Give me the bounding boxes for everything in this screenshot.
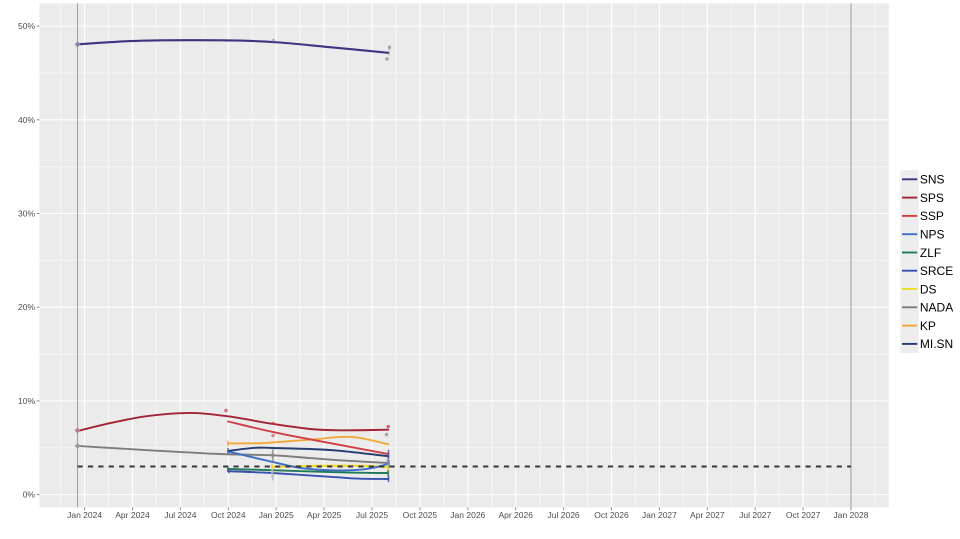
svg-text:Apr 2025: Apr 2025 [307,510,342,520]
svg-text:Jan 2025: Jan 2025 [259,510,294,520]
svg-text:Jan 2026: Jan 2026 [450,510,485,520]
svg-text:0%: 0% [23,490,36,500]
svg-text:SSP: SSP [920,209,944,223]
svg-text:NADA: NADA [920,301,953,315]
svg-text:Jan 2027: Jan 2027 [642,510,677,520]
svg-text:Oct 2027: Oct 2027 [786,510,821,520]
svg-text:Jan 2024: Jan 2024 [67,510,102,520]
svg-text:KP: KP [920,319,936,333]
svg-text:Jul 2027: Jul 2027 [739,510,771,520]
svg-text:Jul 2026: Jul 2026 [548,510,580,520]
svg-text:50%: 50% [18,21,35,31]
svg-text:ZLF: ZLF [920,246,941,260]
svg-text:40%: 40% [18,115,35,125]
svg-text:30%: 30% [18,209,35,219]
svg-text:Apr 2027: Apr 2027 [690,510,725,520]
svg-text:Oct 2025: Oct 2025 [403,510,438,520]
svg-text:MI.SN: MI.SN [920,337,953,351]
svg-text:SRCE: SRCE [920,264,953,278]
svg-text:Jan 2028: Jan 2028 [834,510,869,520]
svg-text:NPS: NPS [920,228,945,242]
svg-text:20%: 20% [18,302,35,312]
svg-text:DS: DS [920,282,937,296]
svg-text:Oct 2026: Oct 2026 [594,510,629,520]
svg-text:Apr 2026: Apr 2026 [498,510,533,520]
svg-text:Apr 2024: Apr 2024 [115,510,150,520]
svg-text:SNS: SNS [920,173,945,187]
svg-text:Oct 2024: Oct 2024 [211,510,246,520]
svg-text:10%: 10% [18,396,35,406]
svg-text:SPS: SPS [920,191,944,205]
svg-text:Jul 2025: Jul 2025 [356,510,388,520]
svg-text:Jul 2024: Jul 2024 [164,510,196,520]
